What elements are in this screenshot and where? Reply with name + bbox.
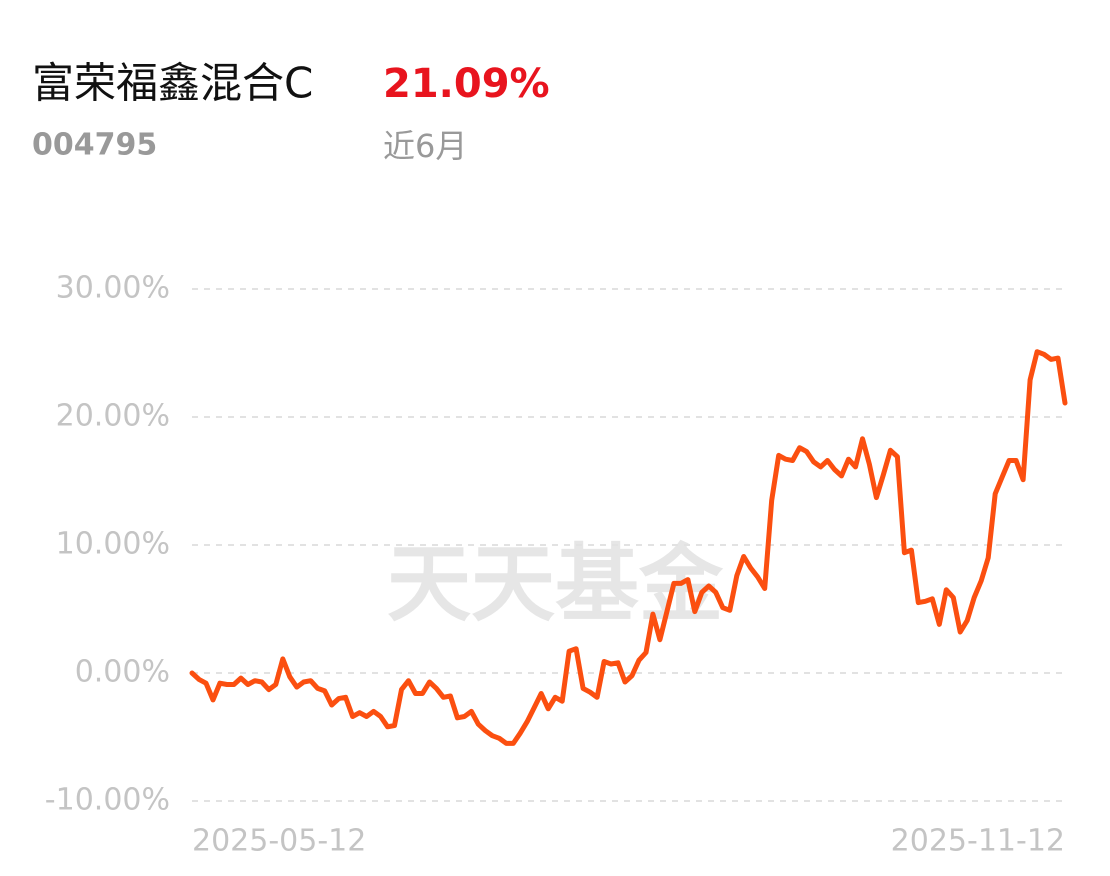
y-tick-label: -10.00% [45, 783, 170, 818]
fund-return: 21.09% [383, 61, 550, 107]
y-tick-label: 20.00% [56, 399, 170, 434]
data-line [189, 349, 1068, 746]
y-tick-label: 10.00% [56, 527, 170, 562]
fund-code: 004795 [32, 128, 157, 163]
period: 近6月 [383, 127, 467, 165]
fund-name: 富荣福鑫混合C [32, 59, 313, 108]
y-tick-label: 0.00% [75, 655, 170, 690]
y-tick-label: 30.00% [56, 271, 170, 306]
x-tick-label: 2025-11-12 [891, 824, 1065, 859]
x-tick-label: 2025-05-12 [192, 824, 366, 859]
